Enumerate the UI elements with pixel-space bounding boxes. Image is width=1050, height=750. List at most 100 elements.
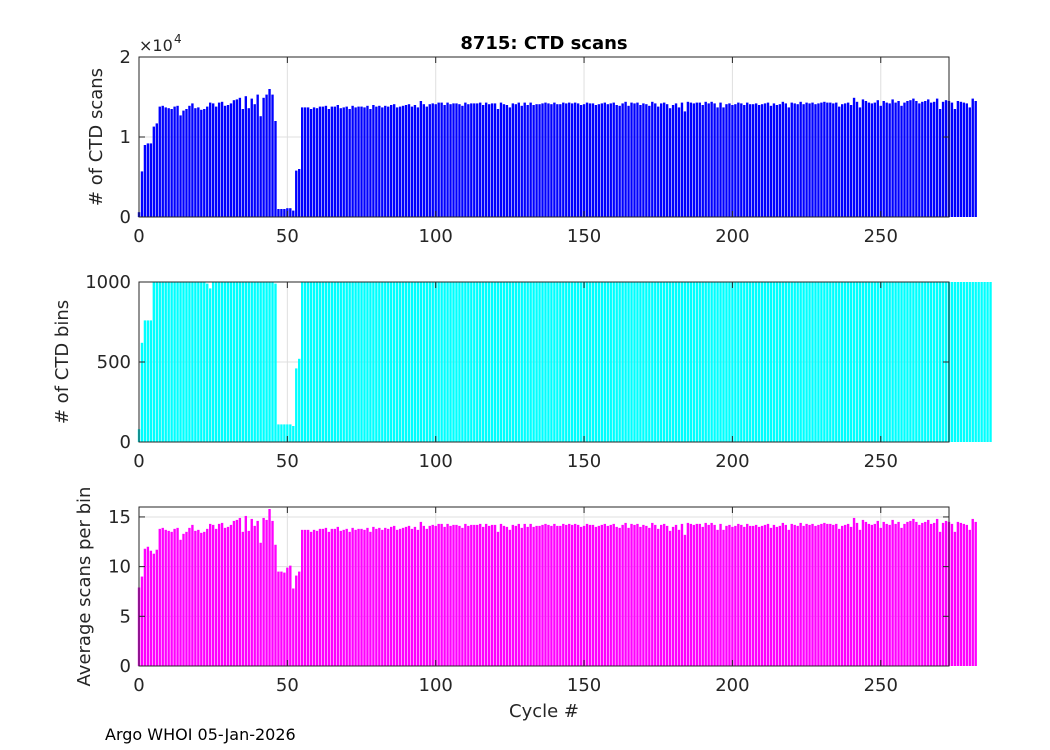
bar — [152, 126, 156, 217]
bar — [559, 282, 562, 442]
bar — [431, 282, 434, 442]
bar — [318, 106, 322, 217]
bar — [971, 518, 974, 666]
bar — [918, 524, 921, 666]
bar — [790, 102, 793, 217]
bar — [677, 107, 681, 217]
bar — [621, 282, 624, 442]
bar — [668, 108, 672, 217]
plot-area — [139, 507, 949, 666]
bar — [244, 515, 247, 666]
bar — [698, 523, 701, 666]
bar — [209, 102, 212, 217]
bar — [654, 524, 657, 666]
bar — [689, 282, 693, 442]
bar — [487, 282, 491, 442]
bar — [832, 103, 835, 217]
bar — [455, 282, 458, 442]
bar — [547, 282, 550, 442]
bar — [591, 103, 595, 217]
bar — [398, 106, 402, 217]
bar — [458, 525, 461, 666]
bar — [351, 527, 354, 666]
bar — [660, 103, 663, 217]
bar — [935, 282, 939, 442]
bar — [654, 282, 657, 442]
bar — [410, 528, 414, 666]
bar — [808, 282, 811, 442]
x-tick-label: 150 — [567, 226, 601, 247]
bar — [268, 508, 271, 666]
bar — [203, 531, 206, 666]
bar — [395, 282, 399, 442]
bar — [636, 102, 639, 217]
bar — [645, 525, 648, 666]
bar — [814, 525, 817, 666]
bar — [846, 102, 850, 217]
bar — [671, 526, 675, 666]
bar — [775, 526, 779, 666]
bar — [562, 523, 565, 666]
bar — [398, 528, 402, 666]
bar — [404, 526, 408, 666]
bar — [799, 282, 802, 442]
y-exponent-label: ×10 — [139, 36, 173, 55]
bar — [443, 526, 446, 666]
bar — [309, 282, 313, 442]
bar — [306, 282, 310, 442]
bar — [200, 109, 203, 217]
bar — [829, 523, 832, 666]
bar — [458, 104, 461, 217]
bar — [588, 524, 592, 666]
bar — [241, 109, 245, 217]
bar — [324, 527, 328, 666]
bar — [621, 524, 624, 666]
bar — [680, 102, 684, 217]
bar — [950, 102, 954, 217]
bar — [511, 524, 515, 666]
y-axis-label: Average scans per bin — [74, 487, 95, 687]
bar — [900, 527, 903, 666]
bar — [434, 104, 437, 217]
bar — [639, 282, 642, 442]
bar — [835, 282, 838, 442]
bar — [499, 523, 503, 666]
bar — [565, 103, 568, 217]
bar — [532, 282, 535, 442]
bar — [339, 108, 342, 217]
bar — [161, 105, 164, 217]
bar — [832, 282, 835, 442]
bar — [927, 519, 930, 666]
bar — [648, 105, 651, 217]
axes-box — [138, 506, 950, 667]
bar — [541, 524, 544, 666]
bar — [428, 282, 431, 442]
bar — [692, 524, 696, 666]
x-tick-label: 200 — [715, 451, 749, 472]
bar — [959, 101, 963, 217]
bar — [754, 282, 758, 442]
bar — [760, 282, 764, 442]
bar — [473, 524, 476, 666]
bar — [642, 524, 645, 666]
bar — [924, 101, 927, 217]
x-tick-label: 0 — [133, 675, 144, 696]
x-tick-label: 50 — [276, 451, 299, 472]
bar — [289, 208, 292, 217]
bar — [301, 529, 304, 666]
bar — [292, 210, 295, 217]
bar — [167, 108, 170, 217]
bar — [793, 103, 796, 217]
y-tick-label: 0 — [120, 656, 131, 677]
bar — [983, 282, 986, 442]
bar — [547, 103, 550, 217]
bar — [962, 102, 966, 217]
bar — [841, 282, 844, 442]
bar — [974, 282, 977, 442]
bar — [556, 104, 559, 217]
bar — [704, 522, 707, 666]
bar — [944, 520, 948, 666]
x-tick-label: 250 — [864, 226, 898, 247]
x-tick-label: 150 — [567, 675, 601, 696]
bar — [425, 282, 428, 442]
